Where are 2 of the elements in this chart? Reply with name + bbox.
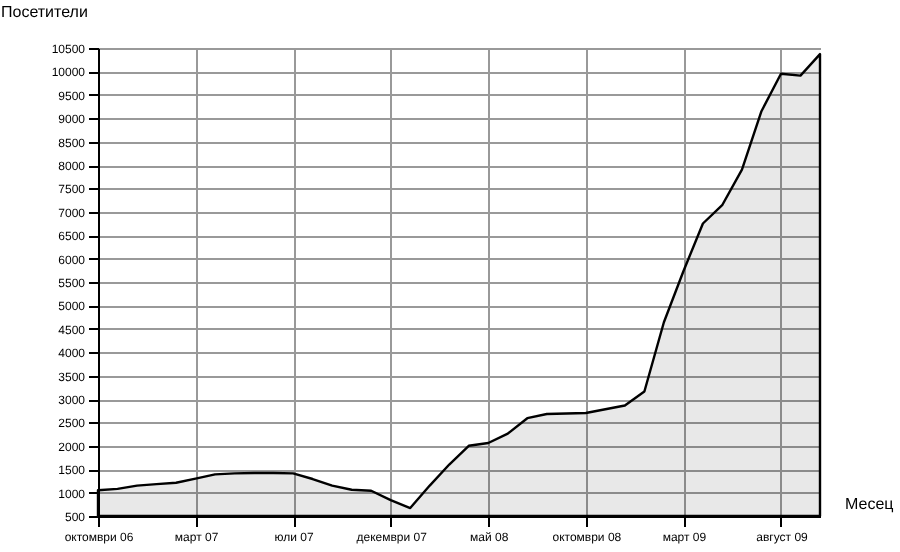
y-axis-title: Посетители — [1, 3, 88, 21]
x-axis-title: Месец — [845, 495, 895, 513]
